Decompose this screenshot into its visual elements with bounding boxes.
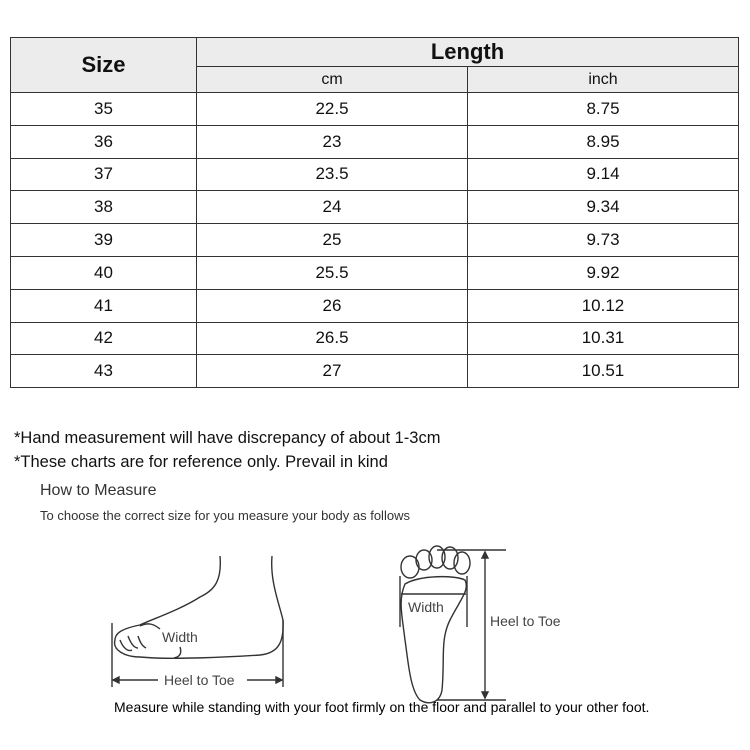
sole-width-label: Width — [408, 599, 444, 615]
cell-inch: 8.75 — [467, 92, 739, 126]
cell-size: 36 — [10, 124, 197, 159]
cell-cm: 22.5 — [196, 92, 468, 126]
header-size: Size — [10, 37, 197, 93]
side-foot-illustration — [111, 555, 284, 687]
cell-inch: 8.95 — [467, 124, 739, 159]
table-row: 35 22.5 8.75 — [10, 92, 739, 126]
cell-cm: 25.5 — [196, 255, 468, 290]
side-width-label: Width — [162, 629, 198, 645]
note-reference: *These charts are for reference only. Pr… — [14, 453, 388, 471]
cell-inch: 9.34 — [467, 190, 739, 225]
cell-inch: 10.12 — [467, 288, 739, 323]
table-row: 36 23 8.95 — [10, 124, 739, 159]
cell-size: 37 — [10, 157, 197, 192]
cell-inch: 9.92 — [467, 255, 739, 290]
measure-instruction: Measure while standing with your foot fi… — [114, 699, 650, 715]
cell-cm: 26.5 — [196, 321, 468, 356]
cell-inch: 10.51 — [467, 354, 739, 389]
table-row: 43 27 10.51 — [10, 354, 739, 389]
cell-cm: 23.5 — [196, 157, 468, 192]
cell-cm: 26 — [196, 288, 468, 323]
header-inch: inch — [467, 66, 739, 93]
header-length: Length — [196, 37, 739, 67]
table-row: 41 26 10.12 — [10, 288, 739, 323]
cell-cm: 23 — [196, 124, 468, 159]
size-chart-table: Size Length cm inch 35 22.5 8.75 36 23 8.95 37… — [10, 37, 739, 389]
header-cm: cm — [196, 66, 468, 93]
cell-cm: 27 — [196, 354, 468, 389]
cell-size: 39 — [10, 223, 197, 257]
cell-size: 41 — [10, 288, 197, 323]
side-length-label: Heel to Toe — [164, 672, 235, 688]
table-row: 40 25.5 9.92 — [10, 255, 739, 290]
table-row: 38 24 9.34 — [10, 190, 739, 225]
note-discrepancy: *Hand measurement will have discrepancy … — [14, 429, 441, 447]
cell-cm: 24 — [196, 190, 468, 225]
how-to-measure-subtitle: To choose the correct size for you measu… — [40, 508, 410, 523]
cell-cm: 25 — [196, 223, 468, 257]
how-to-measure-title: How to Measure — [40, 482, 157, 499]
cell-size: 40 — [10, 255, 197, 290]
cell-size: 43 — [10, 354, 197, 389]
sole-length-label: Heel to Toe — [490, 613, 561, 629]
sole-foot-illustration — [399, 545, 506, 704]
